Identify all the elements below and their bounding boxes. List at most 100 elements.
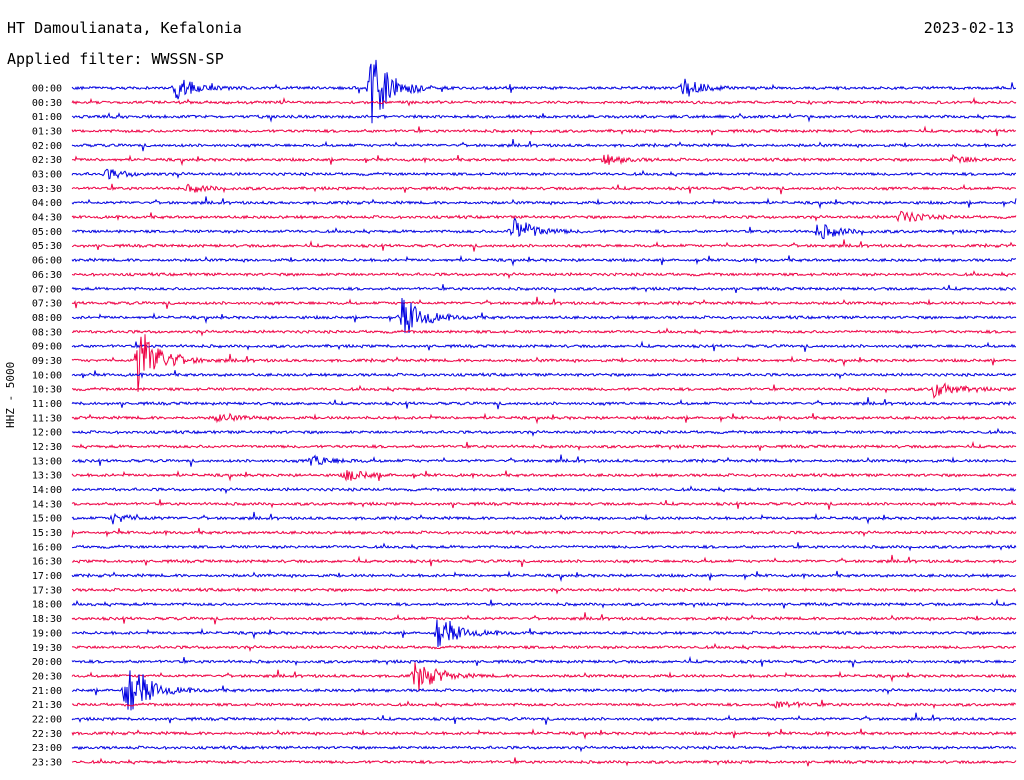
row-time-label: 11:00 xyxy=(32,399,62,410)
row-time-label: 21:30 xyxy=(32,700,62,711)
row-time-label: 07:30 xyxy=(32,299,62,310)
trace-row-0100 xyxy=(71,112,1017,123)
row-time-label: 01:30 xyxy=(32,127,62,138)
trace-row-2030 xyxy=(71,662,1017,692)
trace-row-0330 xyxy=(71,183,1016,195)
row-time-label: 08:00 xyxy=(32,313,62,324)
trace-row-1300 xyxy=(71,454,1017,467)
trace-row-0200 xyxy=(71,139,1017,152)
row-time-label: 02:00 xyxy=(32,141,62,152)
trace-row-1830 xyxy=(71,612,1017,625)
row-time-label: 15:30 xyxy=(32,528,62,539)
trace-row-1900 xyxy=(71,619,1017,648)
row-time-label: 12:30 xyxy=(32,442,62,453)
row-time-label: 18:00 xyxy=(32,600,62,611)
row-time-label: 14:30 xyxy=(32,499,62,510)
trace-row-0430 xyxy=(71,210,1017,223)
row-time-label: 01:00 xyxy=(32,112,62,123)
row-time-label: 06:30 xyxy=(32,270,62,281)
trace-row-1500 xyxy=(71,511,1017,525)
trace-row-1700 xyxy=(71,570,1017,583)
row-time-label: 05:00 xyxy=(32,227,62,238)
trace-row-0900 xyxy=(71,340,1017,352)
row-time-label: 17:00 xyxy=(32,571,62,582)
trace-row-1130 xyxy=(71,412,1017,425)
trace-row-0000 xyxy=(71,59,1017,124)
trace-row-0130 xyxy=(71,125,1017,137)
trace-row-1230 xyxy=(71,440,1017,451)
row-time-label: 03:00 xyxy=(32,170,62,181)
row-time-label: 09:30 xyxy=(32,356,62,367)
row-time-label: 02:30 xyxy=(32,155,62,166)
trace-row-0830 xyxy=(71,327,1017,337)
filter-label: Applied filter: WWSSN-SP xyxy=(7,50,224,68)
row-time-label: 20:30 xyxy=(32,671,62,682)
row-time-label: 22:30 xyxy=(32,729,62,740)
trace-row-2330 xyxy=(71,757,1017,767)
trace-row-0600 xyxy=(71,254,1016,267)
row-time-label: 09:00 xyxy=(32,342,62,353)
trace-row-0500 xyxy=(71,217,1017,240)
trace-row-1400 xyxy=(71,485,1017,495)
trace-row-1000 xyxy=(71,370,1017,380)
trace-row-2200 xyxy=(71,712,1017,725)
row-time-label: 18:30 xyxy=(32,614,62,625)
row-time-label: 17:30 xyxy=(32,585,62,596)
row-time-label: 08:30 xyxy=(32,327,62,338)
row-time-label: 03:30 xyxy=(32,184,62,195)
trace-row-0700 xyxy=(71,284,1017,294)
trace-row-0800 xyxy=(71,297,1017,334)
trace-row-1030 xyxy=(71,382,1017,399)
trace-row-2000 xyxy=(71,655,1017,668)
trace-row-1330 xyxy=(71,470,1017,482)
row-time-label: 10:30 xyxy=(32,385,62,396)
row-time-label: 21:00 xyxy=(32,686,62,697)
trace-row-0530 xyxy=(71,239,1017,252)
row-time-label: 00:30 xyxy=(32,98,62,109)
row-time-label: 23:30 xyxy=(32,757,62,768)
trace-row-0300 xyxy=(71,168,1017,180)
trace-row-1430 xyxy=(71,499,1017,510)
row-time-label: 19:30 xyxy=(32,643,62,654)
station-title: HT Damoulianata, Kefalonia xyxy=(7,19,242,37)
trace-row-1200 xyxy=(71,427,1017,437)
row-time-label: 12:00 xyxy=(32,428,62,439)
row-time-label: 06:00 xyxy=(32,256,62,267)
row-time-label: 10:00 xyxy=(32,370,62,381)
row-time-label: 20:00 xyxy=(32,657,62,668)
row-time-label: 04:30 xyxy=(32,213,62,224)
trace-row-0930 xyxy=(71,334,1017,392)
row-time-label: 23:00 xyxy=(32,743,62,754)
trace-row-1730 xyxy=(71,587,1017,595)
trace-row-2300 xyxy=(71,744,1017,753)
trace-row-1530 xyxy=(71,527,1017,538)
row-time-label: 07:00 xyxy=(32,284,62,295)
row-time-label: 15:00 xyxy=(32,514,62,525)
trace-row-1100 xyxy=(71,397,1017,410)
trace-row-0400 xyxy=(71,196,1017,210)
row-time-label: 04:00 xyxy=(32,198,62,209)
trace-row-2130 xyxy=(71,699,1017,710)
trace-row-2230 xyxy=(71,728,1017,740)
trace-row-0730 xyxy=(71,296,1017,309)
row-time-label: 05:30 xyxy=(32,241,62,252)
row-time-label: 19:00 xyxy=(32,628,62,639)
row-time-label: 13:00 xyxy=(32,456,62,467)
row-time-label: 11:30 xyxy=(32,413,62,424)
trace-row-2100 xyxy=(71,670,1017,711)
row-time-label: 22:00 xyxy=(32,714,62,725)
row-time-label: 00:00 xyxy=(32,84,62,95)
trace-row-0230 xyxy=(71,153,1017,167)
row-time-label: 13:30 xyxy=(32,471,62,482)
trace-row-1600 xyxy=(72,542,1017,552)
trace-row-1800 xyxy=(71,598,1017,609)
row-time-label: 14:00 xyxy=(32,485,62,496)
record-date: 2023-02-13 xyxy=(923,19,1014,37)
trace-row-1930 xyxy=(71,642,1017,652)
trace-row-0030 xyxy=(71,96,1017,107)
row-time-label: 16:30 xyxy=(32,557,62,568)
trace-row-1630 xyxy=(71,554,1017,568)
trace-row-0630 xyxy=(71,270,1017,280)
row-time-label: 16:00 xyxy=(32,542,62,553)
